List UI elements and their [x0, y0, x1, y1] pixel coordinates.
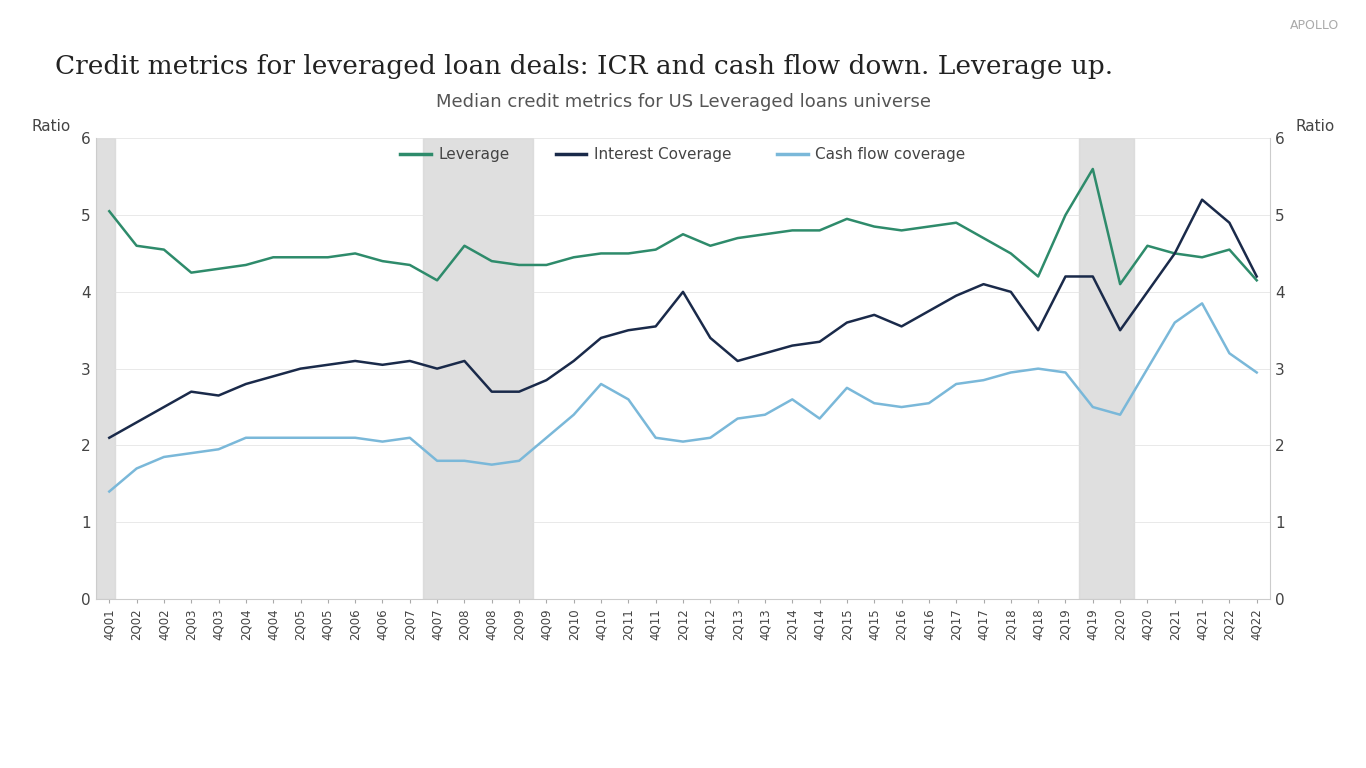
Text: APOLLO: APOLLO: [1290, 19, 1339, 32]
Text: Credit metrics for leveraged loan deals: ICR and cash flow down. Leverage up.: Credit metrics for leveraged loan deals:…: [55, 54, 1113, 79]
Bar: [1079, 138, 1134, 599]
Bar: [423, 138, 533, 599]
Bar: [96, 138, 115, 599]
Legend: Leverage, Interest Coverage, Cash flow coverage: Leverage, Interest Coverage, Cash flow c…: [395, 141, 971, 168]
Text: Median credit metrics for US Leveraged loans universe: Median credit metrics for US Leveraged l…: [436, 93, 930, 111]
Text: Ratio: Ratio: [31, 118, 70, 134]
Text: Ratio: Ratio: [1296, 118, 1335, 134]
